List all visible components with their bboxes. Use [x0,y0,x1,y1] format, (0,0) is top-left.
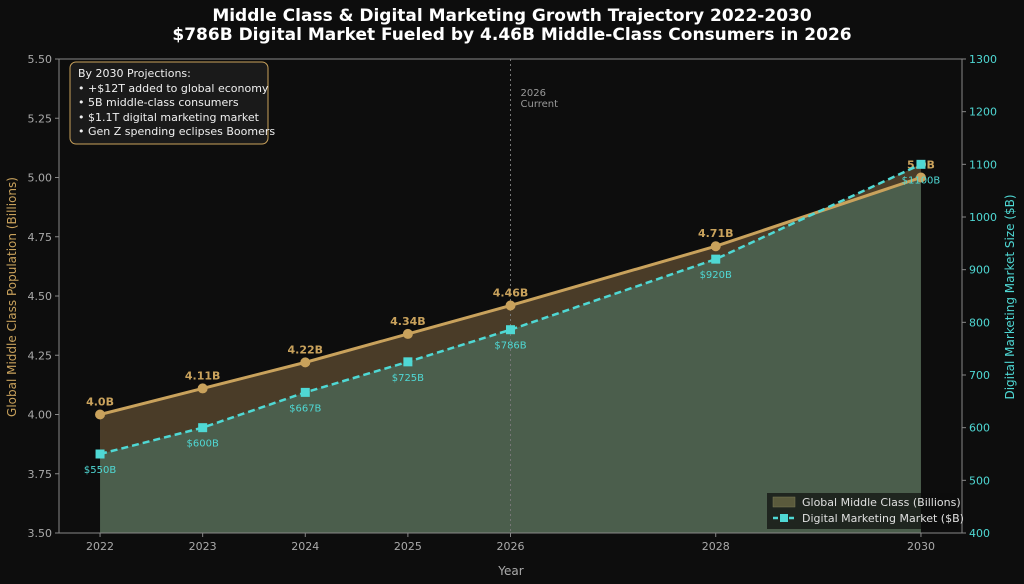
annotation-box-frame [69,61,269,145]
y-right-tick-label: 800 [969,316,990,329]
middle-class-data-label: 4.11B [185,369,221,382]
x-tick-label: 2030 [907,540,935,553]
digital-marketing-data-label: $550B [84,465,116,476]
annotation-item: • 5B middle-class consumers [78,96,239,109]
annotation-item: • $1.1T digital marketing market [78,111,260,124]
middle-class-point [710,241,721,252]
middle-class-point [95,409,106,420]
digital-marketing-point [95,449,105,459]
annotation-title: By 2030 Projections: [78,67,191,80]
middle-class-data-label: 4.34B [390,315,426,328]
annotation-box: By 2030 Projections: • +$12T added to gl… [69,61,275,145]
legend: Global Middle Class (Billions) Digital M… [767,493,964,529]
y-right-tick-label: 500 [969,474,990,487]
x-tick-label: 2026 [497,540,525,553]
y-right-tick-label: 600 [969,422,990,435]
y-right-tick-label: 1100 [969,158,997,171]
middle-class-data-label: 4.46B [493,286,529,299]
y-axis-right-label: Digital Marketing Market Size ($B) [1003,194,1017,399]
digital-marketing-point [300,387,310,397]
legend-frame [767,493,957,529]
y-right-tick-label: 1000 [969,211,997,224]
legend-label-digital-marketing: Digital Marketing Market ($B) [802,512,964,525]
digital-marketing-point [403,357,413,367]
middle-class-data-label: 4.22B [288,343,324,356]
x-tick-label: 2025 [394,540,422,553]
digital-marketing-data-label: $1100B [902,175,941,186]
middle-class-data-label: 4.71B [698,227,734,240]
legend-label-middle-class: Global Middle Class (Billions) [802,496,961,509]
y-right-tick-label: 900 [969,264,990,277]
y-axis-left-label: Global Middle Class Population (Billions… [5,177,19,417]
y-left-tick-label: 3.75 [28,468,53,481]
middle-class-data-label: 4.0B [86,396,114,409]
y-left-tick-label: 3.50 [28,527,53,540]
digital-marketing-data-label: $667B [289,403,321,414]
annotation-item: • +$12T added to global economy [78,82,269,95]
chart-subtitle: $786B Digital Market Fueled by 4.46B Mid… [172,25,851,45]
digital-marketing-point [711,254,721,264]
current-year-label: Current [521,99,559,110]
chart-title: Middle Class & Digital Marketing Growth … [212,6,812,26]
digital-marketing-data-label: $725B [392,373,424,384]
y-left-tick-label: 5.25 [28,112,53,125]
digital-marketing-data-label: $786B [494,341,526,352]
digital-marketing-point [916,159,926,169]
y-left-tick-label: 4.00 [28,409,53,422]
y-left-tick-label: 4.75 [28,231,53,244]
x-axis-label: Year [497,564,523,578]
middle-class-point [402,328,413,339]
y-right-tick-label: 700 [969,369,990,382]
x-tick-label: 2022 [86,540,114,553]
digital-marketing-point [198,423,208,433]
y-right-tick-label: 1300 [969,53,997,66]
middle-class-point [197,383,208,394]
middle-class-point [915,172,926,183]
x-tick-label: 2028 [702,540,730,553]
y-left-tick-label: 4.25 [28,349,53,362]
current-year-label: 2026 [521,88,546,99]
x-tick-label: 2023 [189,540,217,553]
digital-marketing-data-label: $600B [187,439,219,450]
middle-class-point [505,300,516,311]
annotation-item: • Gen Z spending eclipses Boomers [78,125,275,138]
digital-marketing-data-label: $920B [700,270,732,281]
x-tick-label: 2024 [291,540,319,553]
digital-marketing-point [506,325,515,335]
y-right-tick-label: 1200 [969,106,997,119]
legend-marker-digital-marketing [780,514,788,522]
middle-class-point [300,357,311,368]
legend-swatch-middle-class [772,496,796,508]
y-left-tick-label: 5.50 [28,53,53,66]
y-left-tick-label: 4.50 [28,290,53,303]
y-right-tick-label: 400 [969,527,990,540]
y-left-tick-label: 5.00 [28,172,53,185]
